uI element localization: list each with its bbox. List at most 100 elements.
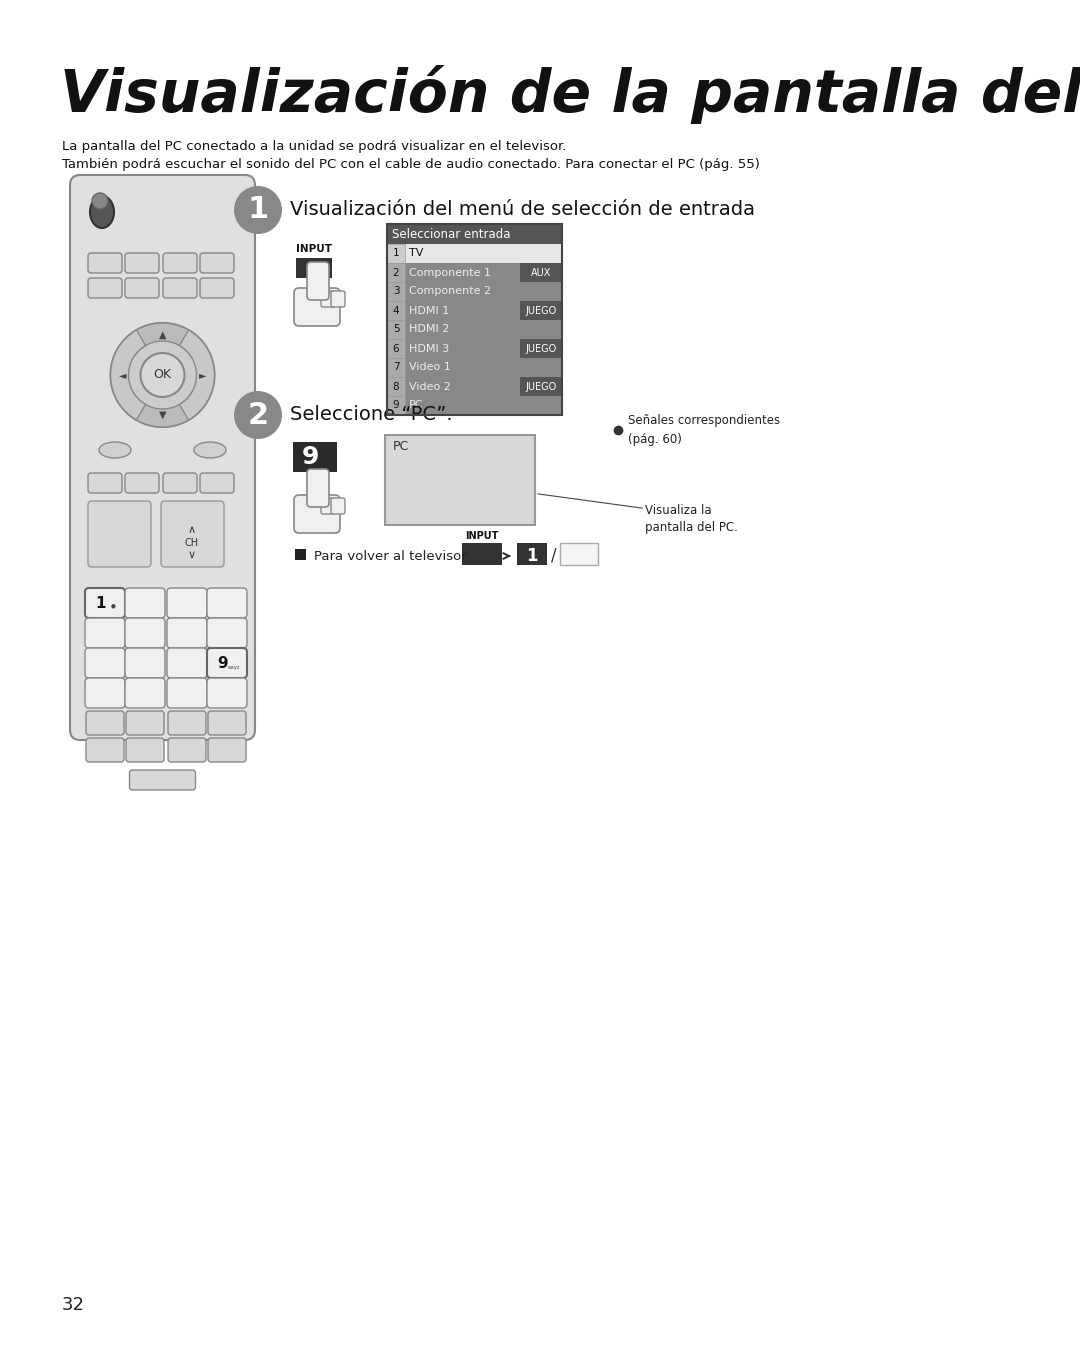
Bar: [387, 340, 562, 359]
Text: OK: OK: [153, 368, 172, 382]
Bar: [387, 244, 562, 262]
FancyBboxPatch shape: [125, 678, 165, 708]
Bar: [387, 262, 562, 281]
FancyBboxPatch shape: [307, 469, 329, 507]
Text: Seleccionar entrada: Seleccionar entrada: [392, 227, 511, 241]
Text: 9: 9: [393, 400, 400, 410]
Bar: [387, 359, 562, 377]
Bar: [387, 225, 562, 244]
Bar: [387, 300, 405, 321]
Text: Componente 2: Componente 2: [409, 287, 491, 296]
FancyBboxPatch shape: [207, 678, 247, 708]
Text: 3: 3: [393, 287, 400, 296]
Bar: [387, 281, 562, 300]
FancyBboxPatch shape: [130, 770, 195, 790]
Text: ∨: ∨: [188, 551, 197, 560]
Bar: [561, 543, 598, 566]
FancyBboxPatch shape: [200, 277, 234, 298]
FancyBboxPatch shape: [161, 501, 224, 567]
FancyBboxPatch shape: [86, 710, 124, 735]
Text: ▲: ▲: [159, 330, 166, 340]
FancyBboxPatch shape: [87, 253, 122, 273]
FancyBboxPatch shape: [200, 474, 234, 492]
Bar: [387, 300, 562, 321]
Bar: [295, 549, 306, 560]
FancyBboxPatch shape: [87, 474, 122, 492]
FancyBboxPatch shape: [125, 253, 159, 273]
Text: Visualiza la
pantalla del PC.: Visualiza la pantalla del PC.: [645, 503, 738, 534]
FancyBboxPatch shape: [294, 288, 340, 326]
Text: JUEGO: JUEGO: [525, 344, 556, 353]
FancyBboxPatch shape: [200, 253, 234, 273]
FancyBboxPatch shape: [321, 291, 335, 307]
Bar: [387, 396, 562, 415]
Bar: [519, 377, 562, 396]
Text: CH: CH: [185, 538, 199, 548]
Ellipse shape: [99, 442, 131, 459]
FancyBboxPatch shape: [167, 618, 207, 648]
Text: HDMI 2: HDMI 2: [409, 325, 449, 334]
Bar: [519, 262, 562, 281]
FancyBboxPatch shape: [70, 175, 255, 740]
FancyBboxPatch shape: [163, 253, 197, 273]
Text: 2: 2: [393, 268, 400, 277]
Bar: [387, 321, 562, 340]
Text: Visualización del menú de selección de entrada: Visualización del menú de selección de e…: [291, 200, 755, 219]
Bar: [387, 244, 405, 262]
FancyBboxPatch shape: [207, 648, 247, 678]
Circle shape: [234, 391, 282, 438]
FancyBboxPatch shape: [125, 648, 165, 678]
FancyBboxPatch shape: [296, 258, 332, 277]
FancyBboxPatch shape: [85, 589, 125, 618]
Circle shape: [140, 353, 185, 396]
FancyBboxPatch shape: [462, 543, 502, 566]
Text: Video 2: Video 2: [409, 382, 450, 391]
Bar: [519, 340, 562, 359]
Text: Señales correspondientes
(pág. 60): Señales correspondientes (pág. 60): [627, 414, 780, 446]
FancyBboxPatch shape: [167, 648, 207, 678]
FancyBboxPatch shape: [330, 291, 345, 307]
Text: HDMI 1: HDMI 1: [409, 306, 449, 315]
Text: TV: TV: [409, 249, 423, 258]
FancyBboxPatch shape: [307, 262, 329, 300]
Bar: [387, 262, 405, 281]
Text: HDMI 3: HDMI 3: [409, 344, 449, 353]
FancyBboxPatch shape: [125, 589, 165, 618]
FancyBboxPatch shape: [207, 618, 247, 648]
Text: La pantalla del PC conectado a la unidad se podrá visualizar en el televisor.: La pantalla del PC conectado a la unidad…: [62, 139, 566, 153]
FancyBboxPatch shape: [163, 277, 197, 298]
Text: 1: 1: [96, 595, 106, 610]
FancyBboxPatch shape: [126, 710, 164, 735]
FancyBboxPatch shape: [167, 589, 207, 618]
Text: Video 1: Video 1: [409, 363, 450, 372]
Text: 1: 1: [247, 195, 269, 225]
Text: 8: 8: [393, 382, 400, 391]
FancyBboxPatch shape: [125, 474, 159, 492]
Wedge shape: [118, 392, 207, 428]
Text: 1: 1: [393, 249, 400, 258]
Wedge shape: [118, 323, 207, 359]
Text: INPUT: INPUT: [465, 530, 499, 541]
Text: ∧: ∧: [188, 525, 197, 534]
FancyBboxPatch shape: [208, 710, 246, 735]
FancyBboxPatch shape: [168, 737, 206, 762]
FancyBboxPatch shape: [168, 710, 206, 735]
FancyBboxPatch shape: [87, 277, 122, 298]
FancyBboxPatch shape: [294, 495, 340, 533]
Ellipse shape: [90, 196, 114, 229]
FancyBboxPatch shape: [85, 618, 125, 648]
FancyBboxPatch shape: [163, 474, 197, 492]
Bar: [387, 359, 405, 377]
FancyBboxPatch shape: [87, 501, 151, 567]
Bar: [387, 377, 405, 396]
Bar: [384, 436, 535, 525]
Text: AUX: AUX: [530, 268, 551, 277]
Wedge shape: [179, 330, 215, 419]
Bar: [387, 340, 405, 359]
FancyBboxPatch shape: [517, 543, 546, 566]
Ellipse shape: [194, 442, 226, 459]
Text: wxyz: wxyz: [228, 666, 240, 671]
Text: Componente 1: Componente 1: [409, 268, 491, 277]
Text: ●: ●: [110, 603, 116, 609]
Text: 2: 2: [247, 400, 269, 429]
